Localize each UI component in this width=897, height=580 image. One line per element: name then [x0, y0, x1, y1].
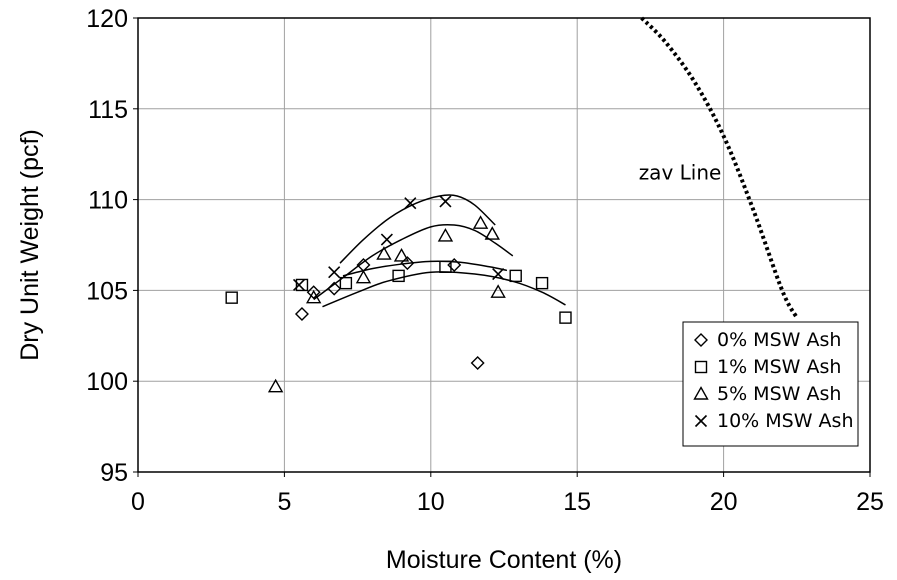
trend-line-3	[339, 194, 496, 264]
legend-label-1: 1% MSW Ash	[717, 356, 841, 378]
x-tick-label: 20	[710, 488, 738, 516]
x-tick-label: 0	[131, 488, 145, 516]
data-point-series-2	[484, 226, 500, 240]
axes	[133, 17, 871, 477]
data-point-series-2	[437, 227, 454, 242]
y-tick-label: 100	[86, 368, 128, 396]
data-point-series-2	[376, 246, 392, 260]
x-tick-label: 10	[417, 488, 445, 516]
data-point-series-3	[492, 267, 505, 281]
data-point-series-0	[447, 257, 462, 272]
y-tick-label: 105	[86, 277, 128, 305]
data-point-series-2	[267, 378, 284, 393]
y-tick-label: 110	[88, 187, 128, 215]
y-tick-label: 120	[86, 5, 128, 33]
data-point-series-0	[470, 356, 485, 371]
data-point-series-2	[305, 289, 322, 304]
x-tick-label: 15	[563, 488, 591, 516]
data-point-series-2	[355, 269, 372, 284]
data-point-series-3	[380, 233, 393, 246]
data-point-series-2	[393, 247, 410, 262]
data-point-series-3	[292, 278, 306, 292]
y-tick-label: 95	[100, 459, 128, 487]
legend-marker-3	[694, 414, 708, 428]
trend-line-1	[322, 271, 566, 308]
x-tick-label: 25	[856, 488, 884, 516]
y-tick-label: 115	[88, 96, 128, 124]
x-tick-label: 5	[277, 488, 291, 516]
data-point-series-1	[339, 276, 353, 290]
data-points	[225, 195, 572, 393]
data-point-series-1	[535, 276, 549, 290]
legend: 0% MSW Ash 1% MSW Ash 5% MSW Ash 10% MSW As…	[682, 321, 859, 447]
data-point-series-3	[404, 197, 417, 210]
data-point-series-2	[490, 284, 506, 298]
trend-line-0	[342, 260, 508, 277]
legend-marker-2	[693, 386, 709, 400]
legend-marker-0	[694, 333, 708, 347]
data-point-series-0	[327, 281, 342, 296]
data-point-series-1	[295, 278, 309, 292]
plot-frame	[137, 17, 871, 473]
data-point-series-1	[225, 291, 238, 304]
legend-label-2: 5% MSW Ash	[717, 383, 841, 405]
data-point-series-0	[306, 285, 321, 300]
data-point-series-1	[559, 311, 572, 324]
legend-box	[682, 321, 859, 447]
legend-label-0: 0% MSW Ash	[717, 329, 841, 351]
data-point-series-1	[439, 260, 452, 273]
data-point-series-0	[294, 307, 309, 321]
grid	[138, 18, 870, 472]
tick-labels: 0 5 10 15 20 25 95 100 105 110 115 120	[86, 5, 884, 516]
zav-line-label: zav Line	[639, 161, 722, 185]
data-point-series-3	[439, 195, 452, 208]
legend-marker-1	[694, 360, 708, 374]
data-point-series-1	[509, 269, 522, 283]
x-axis-title: Moisture Content (%)	[386, 546, 622, 574]
data-point-series-1	[392, 269, 405, 283]
y-axis-title: Dry Unit Weight (pcf)	[16, 129, 44, 361]
legend-label-3: 10% MSW Ash	[717, 410, 854, 432]
data-point-series-3	[328, 266, 341, 279]
data-point-series-2	[472, 215, 489, 229]
